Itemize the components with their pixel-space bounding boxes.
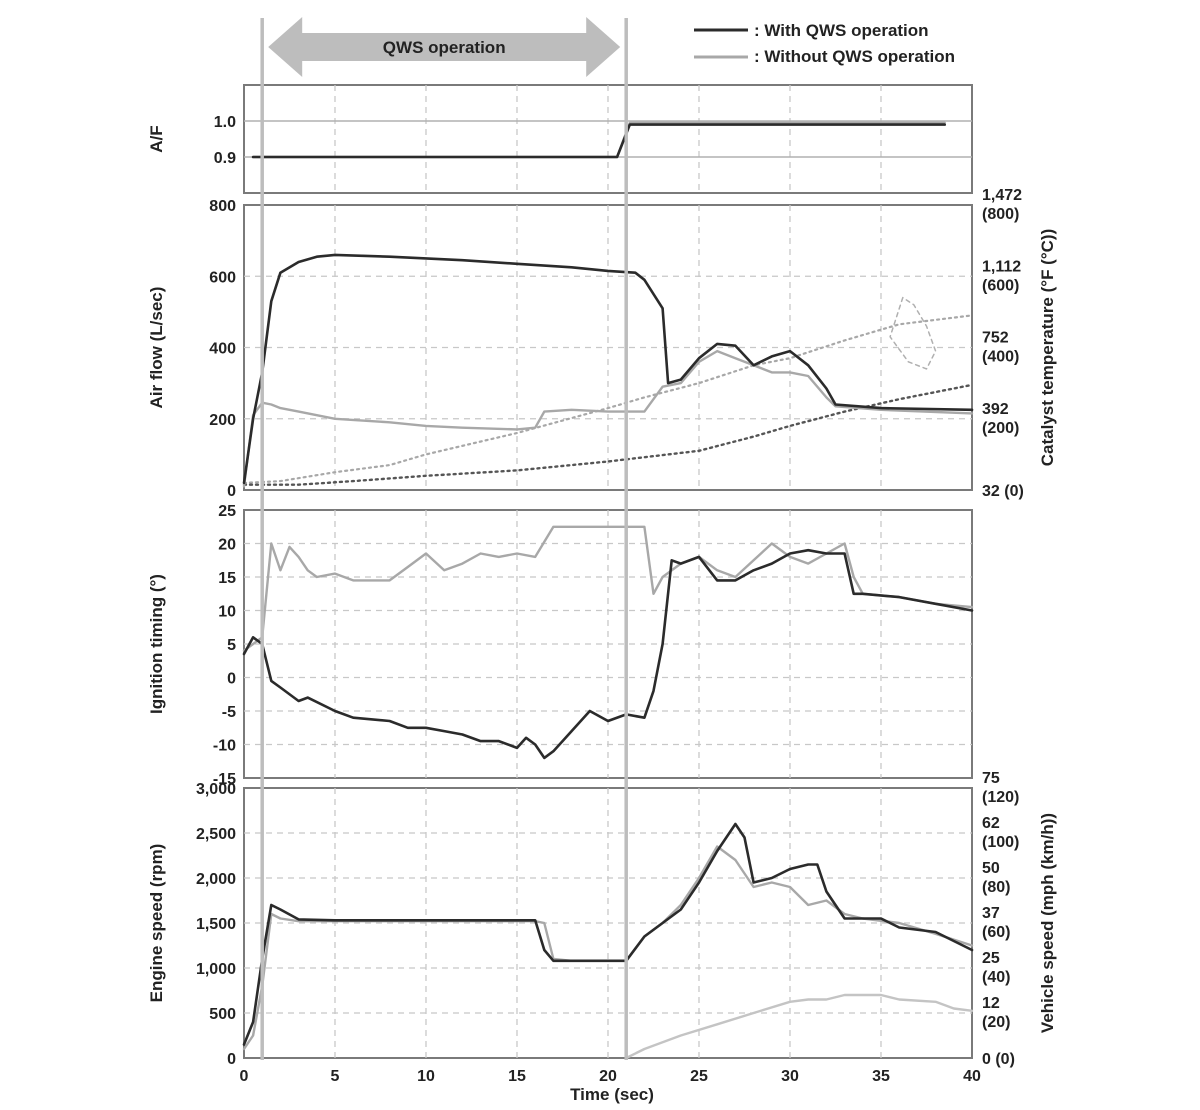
y2-tick-label-engine: 0 (0): [982, 1051, 1015, 1068]
y-tick-label-engine: 2,000: [196, 871, 236, 888]
y2-tick-label-engine: 75: [982, 770, 1000, 787]
y2-tick-label-airflow: 1,112: [982, 258, 1021, 275]
y-tick-label-af: 1.0: [214, 114, 236, 131]
grid-lines: [244, 85, 972, 1058]
y-tick-label-ignition: 15: [218, 570, 236, 587]
y-tick-label-engine: 1,000: [196, 961, 236, 978]
y-tick-label-ignition: -5: [222, 704, 236, 721]
series-line-af-without: [251, 121, 946, 159]
x-tick-label: 0: [240, 1068, 249, 1085]
y2-tick-label-engine: 62: [982, 815, 1000, 832]
y-tick-label-af: 0.9: [214, 150, 236, 167]
series-line-ignition-without: [242, 525, 974, 652]
series-line-engine-vehicle: [625, 993, 974, 1060]
y2-tick-label-engine: (40): [982, 969, 1010, 986]
y-tick-label-ignition: -15: [213, 771, 236, 788]
y-tick-label-engine: 1,500: [196, 916, 236, 933]
x-tick-label: 30: [781, 1068, 799, 1085]
y-tick-label-airflow: 800: [209, 198, 236, 215]
y-tick-label-ignition: 0: [227, 671, 236, 688]
y2-tick-label-engine: 37: [982, 905, 1000, 922]
series-line-airflow-with-dot: [242, 383, 974, 486]
series-line-airflow-with: [242, 253, 974, 485]
x-tick-label: 25: [690, 1068, 708, 1085]
y-tick-label-engine: 2,500: [196, 826, 236, 843]
y-axis-label-engine: Engine speed (rpm): [147, 844, 166, 1003]
qws-operation-label: QWS operation: [383, 38, 506, 57]
y-tick-label-ignition: 5: [227, 637, 236, 654]
y-tick-label-ignition: 10: [218, 604, 236, 621]
y2-tick-label-airflow: 752: [982, 330, 1009, 347]
series-line-engine-with: [242, 822, 974, 1046]
y-tick-label-engine: 500: [209, 1006, 236, 1023]
y2-tick-label-engine: (60): [982, 924, 1010, 941]
y2-tick-label-airflow: 1,472: [982, 187, 1022, 204]
y2-tick-label-airflow: (600): [982, 277, 1019, 294]
series-line-ignition-with: [242, 548, 974, 760]
y2-tick-label-engine: (20): [982, 1014, 1010, 1031]
y-tick-label-engine: 3,000: [196, 781, 236, 798]
y2-tick-label-engine: 25: [982, 950, 1000, 967]
y2-axis-label-engine: Vehicle speed (mph (km/h)): [1038, 813, 1057, 1033]
series-line-airflow-without: [242, 349, 974, 488]
series: [242, 18, 974, 1060]
y-tick-label-airflow: 400: [209, 341, 236, 358]
y-tick-label-ignition: 25: [218, 503, 236, 520]
x-tick-label: 5: [331, 1068, 340, 1085]
legend-label-without: : Without QWS operation: [754, 47, 955, 66]
qws-operation-arrow: [268, 17, 621, 77]
x-tick-label: 15: [508, 1068, 526, 1085]
series-line-airflow-without-dash: [889, 296, 937, 370]
x-tick-label: 10: [417, 1068, 435, 1085]
y-axis-label-af: A/F: [147, 125, 166, 152]
x-tick-label: 35: [872, 1068, 890, 1085]
y2-tick-label-airflow: (200): [982, 420, 1019, 437]
legend-label-with: : With QWS operation: [754, 21, 929, 40]
y2-tick-label-airflow: 392: [982, 401, 1009, 418]
y2-tick-label-airflow: (800): [982, 206, 1019, 223]
y-axis-label-ignition: Ignition timing (°): [147, 574, 166, 714]
y-tick-label-engine: 0: [227, 1051, 236, 1068]
x-tick-label: 20: [599, 1068, 617, 1085]
y2-tick-label-engine: (80): [982, 879, 1010, 896]
y-tick-label-airflow: 0: [227, 483, 236, 500]
y-tick-label-ignition: -10: [213, 738, 236, 755]
y2-tick-label-engine: (100): [982, 834, 1019, 851]
x-tick-label: 40: [963, 1068, 981, 1085]
y-axis-label-airflow: Air flow (L/sec): [147, 287, 166, 409]
y2-tick-label-airflow: (400): [982, 349, 1019, 366]
series-line-af-with: [251, 123, 947, 159]
y2-tick-label-engine: 50: [982, 860, 1000, 877]
qws-band: QWS operation: [268, 17, 621, 77]
y2-tick-label-airflow: 32 (0): [982, 483, 1024, 500]
y2-tick-label-engine: (120): [982, 789, 1019, 806]
y2-axis-label-airflow: Catalyst temperature (°F (°C)): [1038, 229, 1057, 466]
y2-tick-label-engine: 12: [982, 995, 1000, 1012]
y-tick-label-airflow: 600: [209, 269, 236, 286]
y-tick-label-airflow: 200: [209, 412, 236, 429]
legend: : With QWS operation : Without QWS opera…: [694, 21, 955, 66]
x-axis-label: Time (sec): [570, 1085, 654, 1104]
y-tick-label-ignition: 20: [218, 537, 236, 554]
